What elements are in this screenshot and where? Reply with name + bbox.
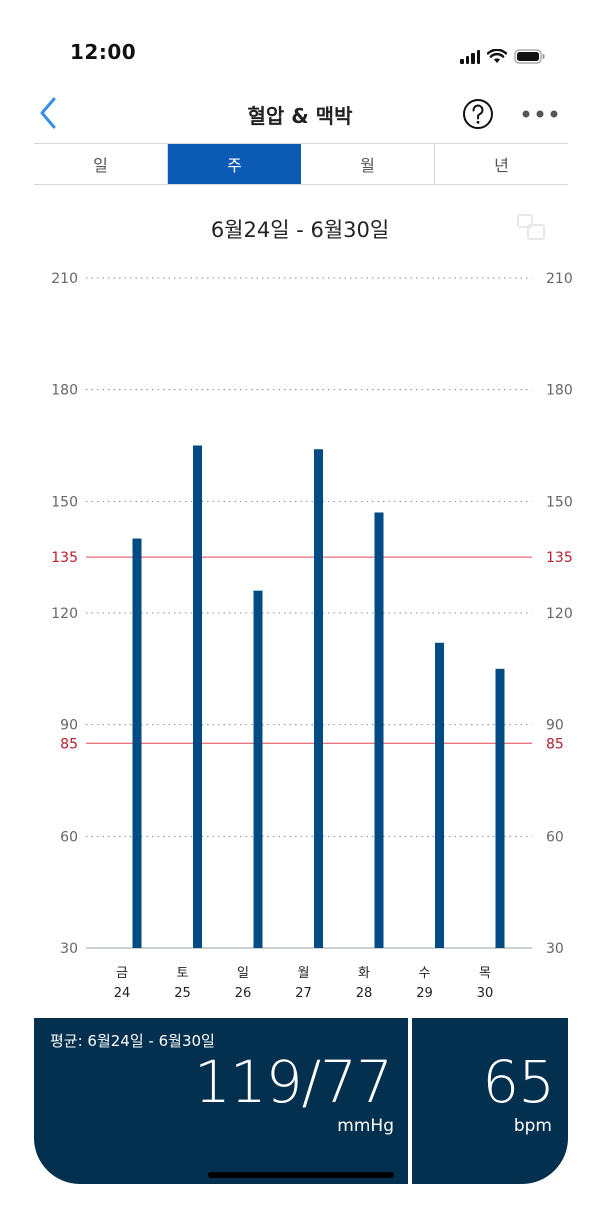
tab-year[interactable]: 년 (494, 156, 509, 175)
x-tick-date: 27 (295, 986, 312, 1001)
x-tick-date: 24 (114, 986, 131, 1001)
x-tick-day: 수 (419, 966, 431, 981)
x-tick-day: 금 (116, 966, 128, 981)
x-tick-day: 토 (177, 966, 189, 981)
x-tick-day: 목 (479, 966, 491, 981)
summary-divider (408, 1018, 412, 1184)
chart-bar (495, 668, 505, 948)
summary-panel: 평균: 6월24일 - 6월30일 119/77 mmHg 65 bpm (34, 1018, 568, 1184)
y-tick-label-left: 180 (51, 383, 78, 399)
chevron-left-icon[interactable] (36, 96, 68, 130)
share-icon[interactable] (514, 211, 550, 243)
threshold-label-left: 135 (51, 550, 78, 566)
wifi-icon (487, 49, 507, 63)
y-tick-label-right: 90 (546, 718, 564, 734)
more-icon[interactable] (520, 106, 560, 122)
chart-bar (253, 590, 263, 948)
y-tick-label-right: 150 (546, 494, 573, 510)
y-tick-label-left: 90 (60, 718, 78, 734)
chart-bar (132, 538, 142, 948)
y-tick-label-right: 120 (546, 606, 573, 622)
x-tick-day: 화 (358, 966, 370, 981)
x-tick-date: 29 (416, 986, 433, 1001)
y-tick-label-right: 60 (546, 829, 564, 845)
x-tick-date: 25 (174, 986, 191, 1001)
x-tick-date: 26 (235, 986, 252, 1001)
y-tick-label-right: 180 (546, 383, 573, 399)
chart-bar (193, 445, 202, 948)
status-icons (460, 44, 546, 64)
page-title: 혈압 & 맥박 (247, 104, 353, 128)
date-range: 6월24일 - 6월30일 (210, 218, 390, 242)
threshold-label-left: 85 (60, 736, 78, 752)
tab-day[interactable]: 일 (34, 144, 168, 184)
y-tick-label-right: 210 (546, 271, 573, 287)
y-tick-label-left: 30 (60, 941, 78, 957)
pulse-unit: bpm (513, 1116, 552, 1136)
threshold-label-right: 85 (546, 736, 564, 752)
chart-bar (314, 449, 323, 948)
y-tick-label-left: 60 (60, 829, 78, 845)
y-tick-label-left: 120 (51, 606, 78, 622)
chart-bar (435, 642, 444, 948)
x-tick-date: 30 (477, 986, 494, 1001)
x-tick-day: 일 (237, 966, 249, 981)
pulse-value: 65 (482, 1048, 555, 1116)
y-tick-label-right: 30 (546, 941, 564, 957)
average-label: 평균: 6월24일 - 6월30일 (50, 1032, 215, 1050)
blood-pressure-chart: 30 30 60 60 90 90 120 120 150 150 180 180 210 210 135 1… (51, 271, 573, 1001)
battery-icon (514, 49, 545, 64)
home-indicator (208, 1172, 394, 1178)
y-tick-label-left: 210 (51, 271, 78, 287)
blood-pressure-unit: mmHg (337, 1116, 394, 1136)
chart-bar (374, 512, 384, 948)
period-tabs: 일 주 월 년 (34, 143, 568, 185)
status-bar: 12:00 (0, 0, 600, 100)
threshold-label-right: 135 (546, 550, 573, 566)
x-tick-day: 월 (298, 966, 310, 981)
status-time: 12:00 (70, 40, 137, 64)
tab-month[interactable]: 월 (301, 144, 435, 184)
y-tick-label-left: 150 (51, 494, 78, 510)
signal-icon (460, 50, 480, 64)
help-icon[interactable] (462, 98, 494, 130)
tab-week[interactable]: 주 (168, 144, 301, 184)
x-tick-date: 28 (356, 986, 373, 1001)
blood-pressure-value: 119/77 (193, 1048, 393, 1116)
